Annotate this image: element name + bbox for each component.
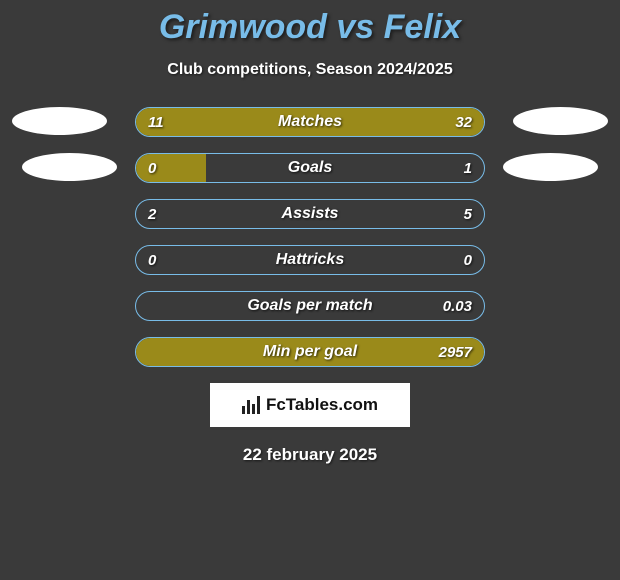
stat-right-gpm: 0.03 xyxy=(443,292,472,320)
stats-area: 11 Matches 32 0 Goals 1 2 Assists 5 0 Ha… xyxy=(0,107,620,367)
stat-label-hattricks: Hattricks xyxy=(136,246,484,274)
stat-label-assists: Assists xyxy=(136,200,484,228)
stat-right-matches: 32 xyxy=(455,108,472,136)
stat-label-goals: Goals xyxy=(136,154,484,182)
player-left-badge-1 xyxy=(12,107,107,135)
stat-label-matches: Matches xyxy=(136,108,484,136)
date-text: 22 february 2025 xyxy=(0,445,620,465)
stat-right-goals: 1 xyxy=(464,154,472,182)
page-title: Grimwood vs Felix xyxy=(0,0,620,47)
stat-row-assists: 2 Assists 5 xyxy=(135,199,485,229)
stat-row-hattricks: 0 Hattricks 0 xyxy=(135,245,485,275)
chart-icon xyxy=(242,396,260,414)
stat-row-mpg: Min per goal 2957 xyxy=(135,337,485,367)
stat-row-goals: 0 Goals 1 xyxy=(135,153,485,183)
stat-row-gpm: Goals per match 0.03 xyxy=(135,291,485,321)
player-right-badge-2 xyxy=(503,153,598,181)
stat-label-mpg: Min per goal xyxy=(136,338,484,366)
stat-label-gpm: Goals per match xyxy=(136,292,484,320)
player-right-badge-1 xyxy=(513,107,608,135)
player-left-badge-2 xyxy=(22,153,117,181)
stat-right-mpg: 2957 xyxy=(439,338,472,366)
page-subtitle: Club competitions, Season 2024/2025 xyxy=(0,61,620,79)
brand-box[interactable]: FcTables.com xyxy=(210,383,410,427)
stat-right-assists: 5 xyxy=(464,200,472,228)
stat-right-hattricks: 0 xyxy=(464,246,472,274)
stat-row-matches: 11 Matches 32 xyxy=(135,107,485,137)
brand-text: FcTables.com xyxy=(266,395,378,415)
